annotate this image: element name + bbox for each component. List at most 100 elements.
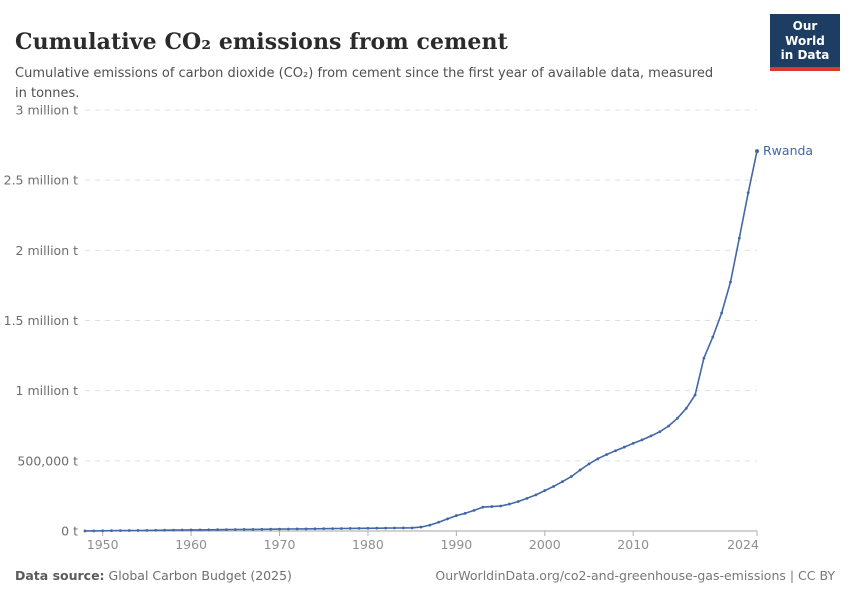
series-point[interactable] — [233, 528, 237, 531]
series-point[interactable] — [304, 527, 308, 531]
series-point[interactable] — [269, 527, 273, 531]
series-point[interactable] — [313, 527, 317, 531]
series-point[interactable] — [702, 356, 706, 360]
y-axis-tick-label: 500,000 t — [17, 453, 78, 468]
series-point[interactable] — [499, 504, 502, 508]
series-point[interactable] — [83, 529, 87, 533]
series-point[interactable] — [622, 445, 626, 449]
series-point[interactable] — [251, 527, 255, 531]
series-point[interactable] — [286, 527, 290, 531]
series-point[interactable] — [278, 527, 281, 531]
series-point[interactable] — [145, 528, 149, 532]
series-point[interactable] — [552, 484, 556, 488]
series-point[interactable] — [596, 457, 600, 461]
series-point[interactable] — [428, 523, 432, 527]
series-point[interactable] — [649, 434, 653, 438]
series-point[interactable] — [340, 527, 343, 530]
series-point[interactable] — [463, 511, 467, 515]
series-point[interactable] — [640, 438, 644, 442]
series-point[interactable] — [393, 526, 396, 530]
series-point[interactable] — [525, 496, 529, 500]
series-point[interactable] — [587, 462, 591, 466]
series-point[interactable] — [163, 528, 166, 532]
owid-logo-line1: Our World — [785, 19, 825, 48]
series-point[interactable] — [180, 528, 184, 532]
series-point[interactable] — [242, 528, 246, 531]
series-point[interactable] — [746, 191, 750, 195]
series-point[interactable] — [260, 527, 264, 531]
series-point[interactable] — [578, 468, 582, 472]
series-point[interactable] — [348, 527, 352, 530]
series-point[interactable] — [101, 529, 105, 533]
series-point[interactable] — [437, 520, 441, 524]
series-point[interactable] — [534, 493, 538, 497]
x-axis-tick-label: 1990 — [440, 537, 472, 552]
series-point[interactable] — [225, 528, 228, 532]
series-point[interactable] — [508, 502, 511, 506]
series-point[interactable] — [401, 526, 405, 530]
series-point[interactable] — [614, 449, 617, 453]
series-point[interactable] — [737, 236, 741, 240]
series-point[interactable] — [454, 514, 458, 517]
data-source: Data source: Global Carbon Budget (2025) — [15, 568, 292, 583]
series-point[interactable] — [755, 149, 759, 154]
series-point[interactable] — [384, 526, 388, 530]
series-point[interactable] — [631, 441, 635, 445]
series-point[interactable] — [207, 528, 211, 532]
series-point[interactable] — [110, 529, 113, 533]
series-point[interactable] — [481, 505, 485, 509]
series-point[interactable] — [667, 424, 670, 428]
y-axis-tick-label: 1.5 million t — [4, 313, 78, 328]
series-point[interactable] — [410, 526, 414, 530]
series-point[interactable] — [472, 508, 476, 512]
series-point[interactable] — [322, 527, 326, 531]
series-point[interactable] — [357, 526, 361, 530]
series-point[interactable] — [729, 280, 732, 284]
series-point[interactable] — [154, 528, 158, 532]
chart-footer: Data source: Global Carbon Budget (2025)… — [15, 568, 835, 583]
chart-title: Cumulative CO₂ emissions from cement — [15, 28, 508, 55]
series-point[interactable] — [711, 335, 715, 339]
data-source-label: Data source: — [15, 568, 105, 583]
series-point[interactable] — [676, 416, 679, 420]
series-point[interactable] — [561, 480, 564, 484]
series-point[interactable] — [446, 517, 449, 521]
series-point[interactable] — [543, 489, 547, 492]
x-axis-tick-label: 1950 — [87, 537, 119, 552]
x-axis-tick-label: 1970 — [264, 537, 296, 552]
series-point[interactable] — [127, 529, 131, 532]
series-point[interactable] — [366, 526, 370, 530]
series-point[interactable] — [172, 528, 175, 532]
data-source-value[interactable]: Global Carbon Budget (2025) — [108, 568, 292, 583]
series-point[interactable] — [295, 527, 299, 531]
series-point[interactable] — [118, 529, 122, 533]
owid-credit-link[interactable]: OurWorldinData.org/co2-and-greenhouse-ga… — [435, 568, 835, 583]
series-end-label-rwanda[interactable]: Rwanda — [763, 143, 813, 158]
series-point[interactable] — [658, 430, 662, 434]
series-point[interactable] — [216, 528, 220, 532]
series-point[interactable] — [605, 453, 609, 456]
x-axis-tick-label: 2024 — [727, 537, 759, 552]
owid-logo[interactable]: Our World in Data — [770, 14, 840, 71]
x-axis-tick-label: 1980 — [352, 537, 384, 552]
series-point[interactable] — [490, 505, 494, 508]
series-point[interactable] — [720, 311, 724, 315]
series-point[interactable] — [136, 529, 140, 532]
y-axis-tick-label: 3 million t — [16, 103, 79, 118]
series-point[interactable] — [419, 525, 423, 529]
series-point[interactable] — [331, 527, 334, 531]
series-point[interactable] — [693, 393, 697, 397]
series-point[interactable] — [92, 529, 96, 533]
series-point[interactable] — [684, 406, 688, 410]
y-axis-tick-label: 2.5 million t — [4, 173, 78, 188]
series-point[interactable] — [189, 528, 193, 532]
series-point[interactable] — [569, 475, 573, 478]
series-point[interactable] — [375, 526, 379, 530]
series-point[interactable] — [516, 500, 520, 503]
series-line-rwanda[interactable] — [85, 150, 758, 532]
owid-logo-line2: in Data — [780, 48, 830, 63]
x-axis-tick-label: 2000 — [529, 537, 561, 552]
series-point[interactable] — [198, 528, 202, 532]
